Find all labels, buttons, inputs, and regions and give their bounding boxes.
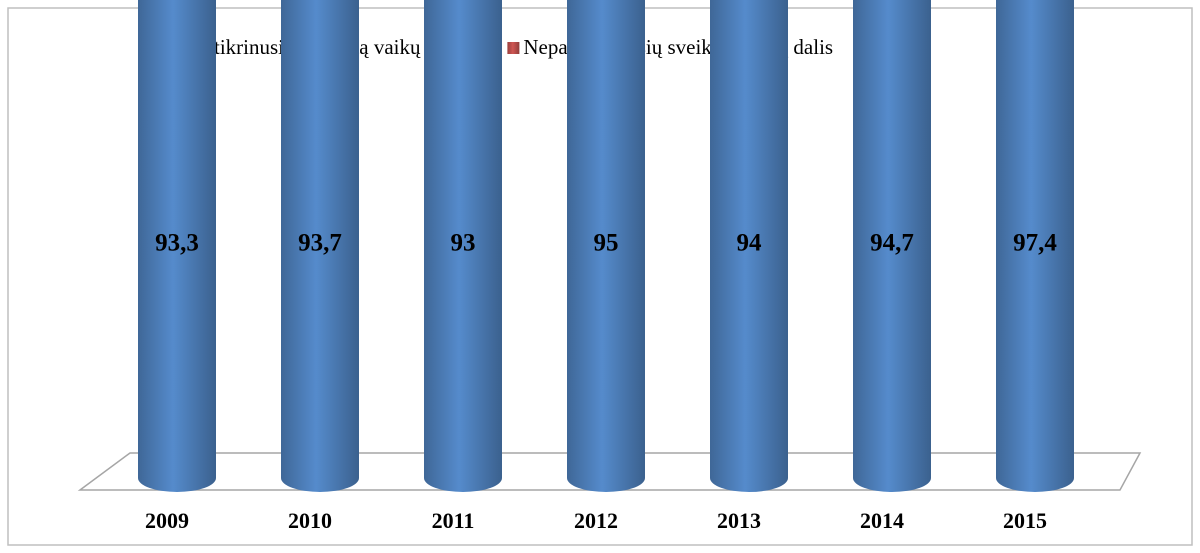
x-tick-label: 2013 — [717, 508, 761, 533]
cylinder-segment — [853, 0, 931, 492]
cylinder-segment — [710, 0, 788, 492]
data-label: 97,4 — [1013, 230, 1057, 257]
data-label: 93,3 — [155, 230, 199, 257]
cylinder-segment — [996, 0, 1074, 492]
x-tick-label: 2011 — [432, 508, 475, 533]
data-label: 93 — [451, 230, 476, 257]
data-label: 94 — [737, 230, 763, 257]
x-tick-label: 2009 — [145, 508, 189, 533]
cylinder-segment — [567, 0, 645, 492]
x-tick-label: 2012 — [574, 508, 618, 533]
x-tick-label: 2014 — [860, 508, 904, 533]
x-tick-label: 2015 — [1003, 508, 1047, 533]
x-tick-label: 2010 — [288, 508, 332, 533]
cylinder-segment — [424, 0, 502, 492]
legend-swatch — [507, 42, 520, 54]
cylinder-segment — [281, 0, 359, 492]
cylinder-segment — [138, 0, 216, 492]
data-label: 93,7 — [298, 230, 342, 257]
data-label: 94,7 — [870, 230, 914, 257]
data-label: 95 — [594, 230, 619, 257]
